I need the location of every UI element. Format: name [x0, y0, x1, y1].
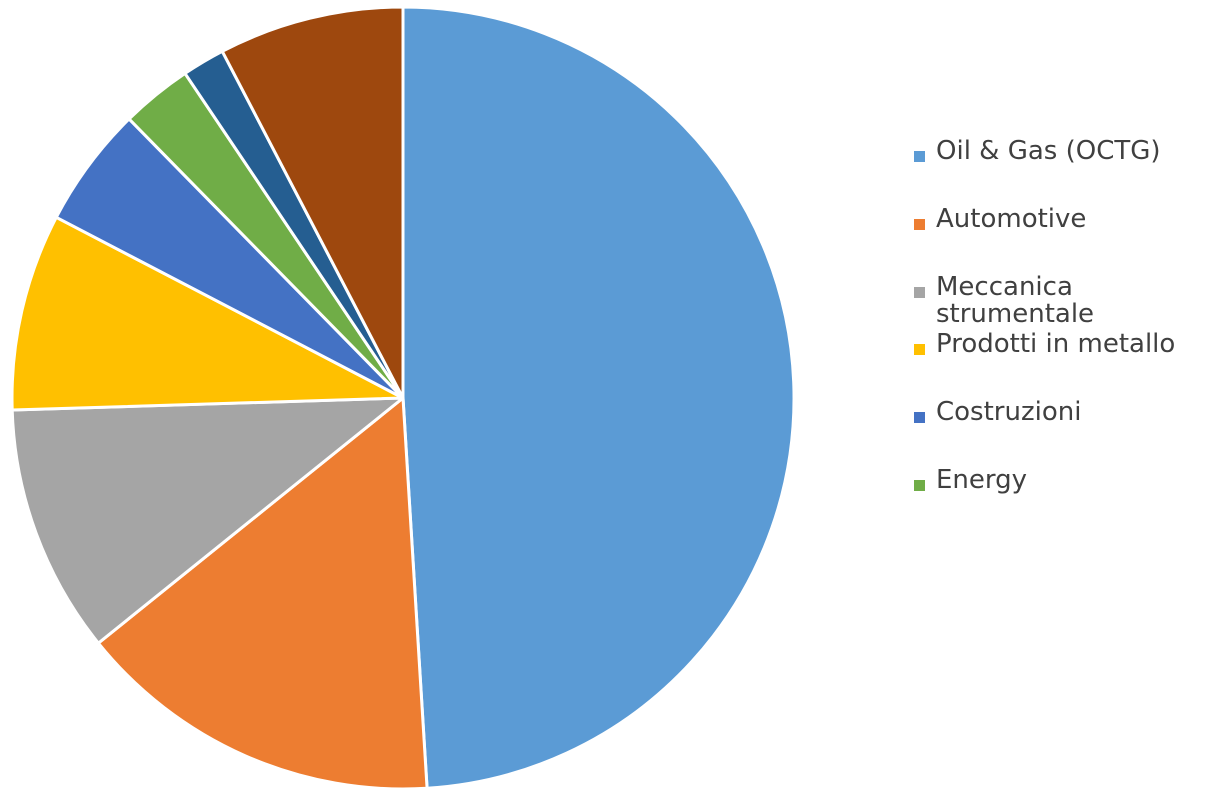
legend-entry-meccanica: Meccanica strumentale: [914, 274, 1223, 331]
pie-slice-unlabeled-7: [220, 5, 405, 400]
legend-swatch: [914, 344, 925, 355]
legend-label: Prodotti in metallo: [936, 329, 1176, 359]
pie-slices: [10, 5, 796, 791]
legend-entry-costruzioni: Costruzioni: [914, 399, 1223, 467]
legend-entry-energy: Energy: [914, 467, 1223, 535]
legend-label: Automotive: [936, 204, 1087, 234]
legend-label: Costruzioni: [936, 397, 1082, 427]
legend-label: Energy: [936, 465, 1028, 495]
legend-swatch: [914, 219, 925, 230]
pie-slice-oil-gas-octg: [401, 5, 796, 790]
pie-slice-automotive: [96, 396, 429, 791]
legend-label: Meccanica strumentale: [936, 272, 1095, 329]
legend-label: Oil & Gas (OCTG): [936, 136, 1161, 166]
legend-swatch: [914, 151, 925, 162]
legend-entry-automotive: Automotive: [914, 206, 1223, 274]
pie-slice-meccanica-strumentale: [10, 396, 405, 645]
legend-swatch: [914, 287, 925, 298]
legend-swatch: [914, 480, 925, 491]
legend: Oil & Gas (OCTG) Automotive Meccanica st…: [914, 138, 1223, 535]
pie-plot-area: [10, 5, 796, 791]
pie-slice-prodotti-in-metallo: [10, 215, 405, 412]
legend-entry-oil-gas: Oil & Gas (OCTG): [914, 138, 1223, 206]
legend-swatch: [914, 412, 925, 423]
legend-entry-prodotti: Prodotti in metallo: [914, 331, 1223, 399]
